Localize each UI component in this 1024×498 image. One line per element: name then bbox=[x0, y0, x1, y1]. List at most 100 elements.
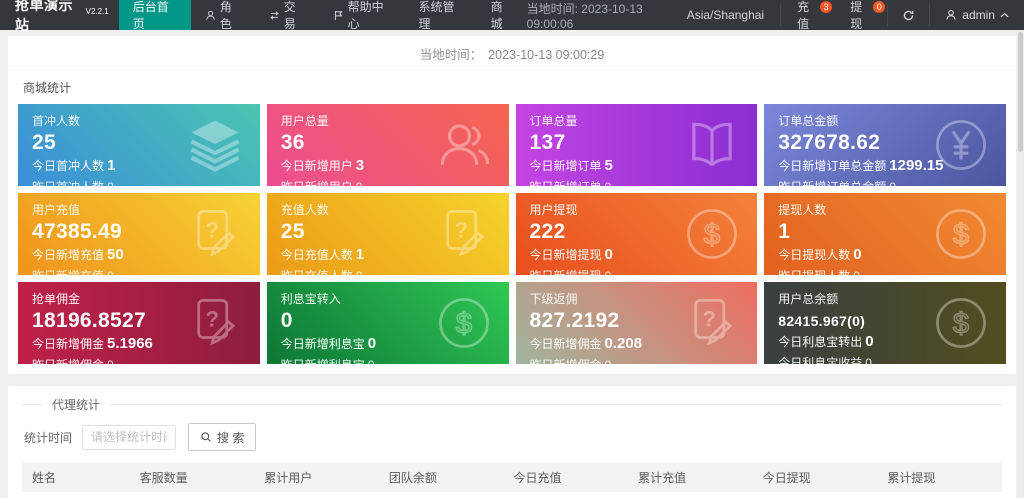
card-today-label: 今日新增充值 bbox=[32, 248, 105, 262]
card-title: 订单总金额 bbox=[778, 114, 839, 128]
card-yesterday-value: 0 bbox=[356, 269, 363, 275]
card-yesterday-line: 昨日新增利息宝0 bbox=[281, 356, 495, 364]
stat-card-5: 充值人数25今日充值人数1昨日充值人数0? bbox=[266, 193, 509, 275]
nav-item-3[interactable]: 帮助中心 bbox=[319, 0, 405, 31]
card-yesterday-label: 今日利息宝收益 bbox=[778, 356, 863, 364]
svg-text:?: ? bbox=[703, 307, 716, 332]
agent-table-header-row: 姓名 客服数量 累计用户 团队余额 今日充值 累计充值 今日提现 累计提现 bbox=[22, 463, 1002, 492]
dollar-circle-icon: $ bbox=[435, 294, 493, 352]
doc-edit-icon: ? bbox=[683, 294, 741, 352]
card-value: 222 bbox=[529, 220, 566, 243]
card-value: 18196.8527 bbox=[32, 309, 146, 332]
yen-circle-icon bbox=[932, 116, 990, 174]
withdraw-link[interactable]: 提现 0 bbox=[834, 0, 887, 31]
table-cell: 0 bbox=[752, 492, 878, 498]
app-title: 抢单演示站 bbox=[15, 0, 73, 33]
table-header-0: 姓名 bbox=[22, 463, 130, 492]
card-yesterday-label: 昨日新增订单总金额 bbox=[778, 180, 886, 186]
card-yesterday-label: 昨日提现人数 bbox=[778, 269, 850, 275]
card-yesterday-line: 昨日新增充值0 bbox=[32, 267, 246, 275]
scrollbar-thumb[interactable] bbox=[1018, 32, 1023, 152]
card-today-line: 今日新增利息宝 0 bbox=[281, 335, 495, 352]
card-yesterday-label: 昨日首冲人数 bbox=[32, 180, 104, 186]
card-today-value: 1299.15 bbox=[889, 157, 944, 174]
card-title: 充值人数 bbox=[280, 203, 329, 217]
card-yesterday-value: 0 bbox=[605, 269, 612, 275]
table-cell: scb001 bbox=[22, 492, 130, 498]
table-cell: 0 bbox=[877, 492, 1002, 498]
card-yesterday-line: 昨日充值人数0 bbox=[281, 267, 495, 275]
card-yesterday-value: 0 bbox=[107, 358, 114, 364]
refresh-button[interactable] bbox=[888, 0, 929, 30]
stat-card-6: 用户提现222今日新增提现0昨日新增提现0$ bbox=[515, 193, 758, 275]
stat-card-0: 首冲人数25今日首冲人数1昨日首冲人数0 bbox=[18, 104, 260, 186]
card-yesterday-line: 昨日新增佣金0 bbox=[32, 356, 246, 364]
stats-panel: 当地时间： 2023-10-13 09:00:29 商城统计 首冲人数 25 今日首冲… bbox=[8, 36, 1016, 374]
nav-item-label: 角色 bbox=[219, 0, 232, 31]
card-yesterday-value: 0 bbox=[865, 356, 872, 364]
divider bbox=[887, 4, 889, 26]
card-yesterday-line: 昨日新增提现0 bbox=[530, 267, 744, 275]
svg-text:?: ? bbox=[454, 218, 467, 243]
card-value: 25 bbox=[32, 131, 56, 154]
stat-card-2: 订单总量137今日新增订单5昨日新增订单0 bbox=[515, 104, 758, 186]
table-header-4: 今日充值 bbox=[503, 463, 629, 492]
navbar-timezone: Asia/Shanghai bbox=[686, 8, 765, 22]
recharge-badge: 3 bbox=[820, 1, 833, 13]
table-header-7: 累计提现 bbox=[877, 463, 1002, 492]
card-title: 用户总余额 bbox=[778, 292, 839, 306]
card-yesterday-value: 0 bbox=[853, 269, 860, 275]
doc-edit-icon: ? bbox=[186, 294, 244, 352]
card-today-value: 50 bbox=[107, 246, 124, 263]
card-today-line: 今日新增佣金 0.208 bbox=[530, 335, 744, 352]
user-menu[interactable]: admin bbox=[930, 0, 1024, 30]
card-yesterday-label: 昨日新增佣金 bbox=[530, 358, 602, 364]
recharge-link[interactable]: 充值 3 bbox=[781, 0, 834, 31]
refresh-icon bbox=[904, 10, 914, 20]
card-today-label: 今日提现人数 bbox=[778, 248, 851, 262]
filter-label: 统计时间 bbox=[24, 430, 73, 445]
nav-item-5[interactable]: 商城 bbox=[477, 0, 527, 31]
card-today-value: 5 bbox=[604, 157, 613, 174]
card-today-label: 今日新增利息宝 bbox=[280, 337, 365, 351]
svg-text:$: $ bbox=[953, 219, 969, 251]
search-button[interactable]: 搜 索 bbox=[188, 423, 257, 451]
recharge-label: 充值 bbox=[797, 0, 810, 31]
card-today-label: 今日新增用户 bbox=[280, 159, 353, 173]
card-today-line: 今日提现人数 0 bbox=[778, 246, 992, 263]
card-today-label: 今日新增佣金 bbox=[32, 337, 105, 351]
stats-cards: 首冲人数25今日首冲人数1昨日首冲人数0用户总量36今日新增用户3昨日新增用户0… bbox=[8, 104, 1016, 374]
flag-icon bbox=[333, 10, 344, 21]
nav-item-2[interactable]: 交易 bbox=[255, 0, 319, 31]
card-value: 36 bbox=[280, 131, 305, 154]
card-yesterday-value: 0 bbox=[889, 180, 896, 186]
nav-item-1[interactable]: 角色 bbox=[191, 0, 255, 31]
table-header-2: 累计用户 bbox=[254, 463, 379, 492]
card-today-label: 今日新增提现 bbox=[529, 248, 602, 262]
agent-fieldset: 代理统计 bbox=[22, 396, 1002, 413]
card-yesterday-label: 昨日新增利息宝 bbox=[281, 358, 365, 364]
agent-section-title: 代理统计 bbox=[52, 398, 101, 412]
card-today-line: 今日利息宝转出 0 bbox=[778, 333, 992, 350]
card-title: 订单总量 bbox=[529, 114, 578, 128]
stat-card-11: 用户总余额 82415.967(0) 今日利息宝转出 0 今日利息宝收益 0 $ bbox=[764, 282, 1006, 364]
nav-item-4[interactable]: 系统管理 bbox=[404, 0, 476, 31]
nav-item-label: 系统管理 bbox=[418, 0, 455, 31]
card-today-line: 今日新增订单 5 bbox=[530, 157, 744, 174]
nav-right: 当地时间: 2023-10-13 09:00:06 Asia/Shanghai … bbox=[526, 0, 1024, 31]
card-yesterday-label: 昨日新增充值 bbox=[32, 269, 104, 275]
card-today-line: 今日首冲人数 1 bbox=[32, 157, 246, 174]
table-cell: 0 bbox=[129, 492, 255, 498]
card-today-label: 今日利息宝转出 bbox=[778, 335, 863, 349]
stat-time-input[interactable] bbox=[82, 424, 177, 450]
doc-edit-icon: ? bbox=[435, 205, 493, 263]
navbar-local-time: 当地时间: 2023-10-13 09:00:06 bbox=[526, 1, 643, 31]
scrollbar[interactable] bbox=[1017, 30, 1024, 498]
search-button-label: 搜 索 bbox=[217, 430, 245, 445]
nav-item-0[interactable]: 后台首页 bbox=[118, 0, 191, 31]
card-title: 提现人数 bbox=[778, 203, 827, 217]
layers-icon bbox=[186, 116, 244, 174]
